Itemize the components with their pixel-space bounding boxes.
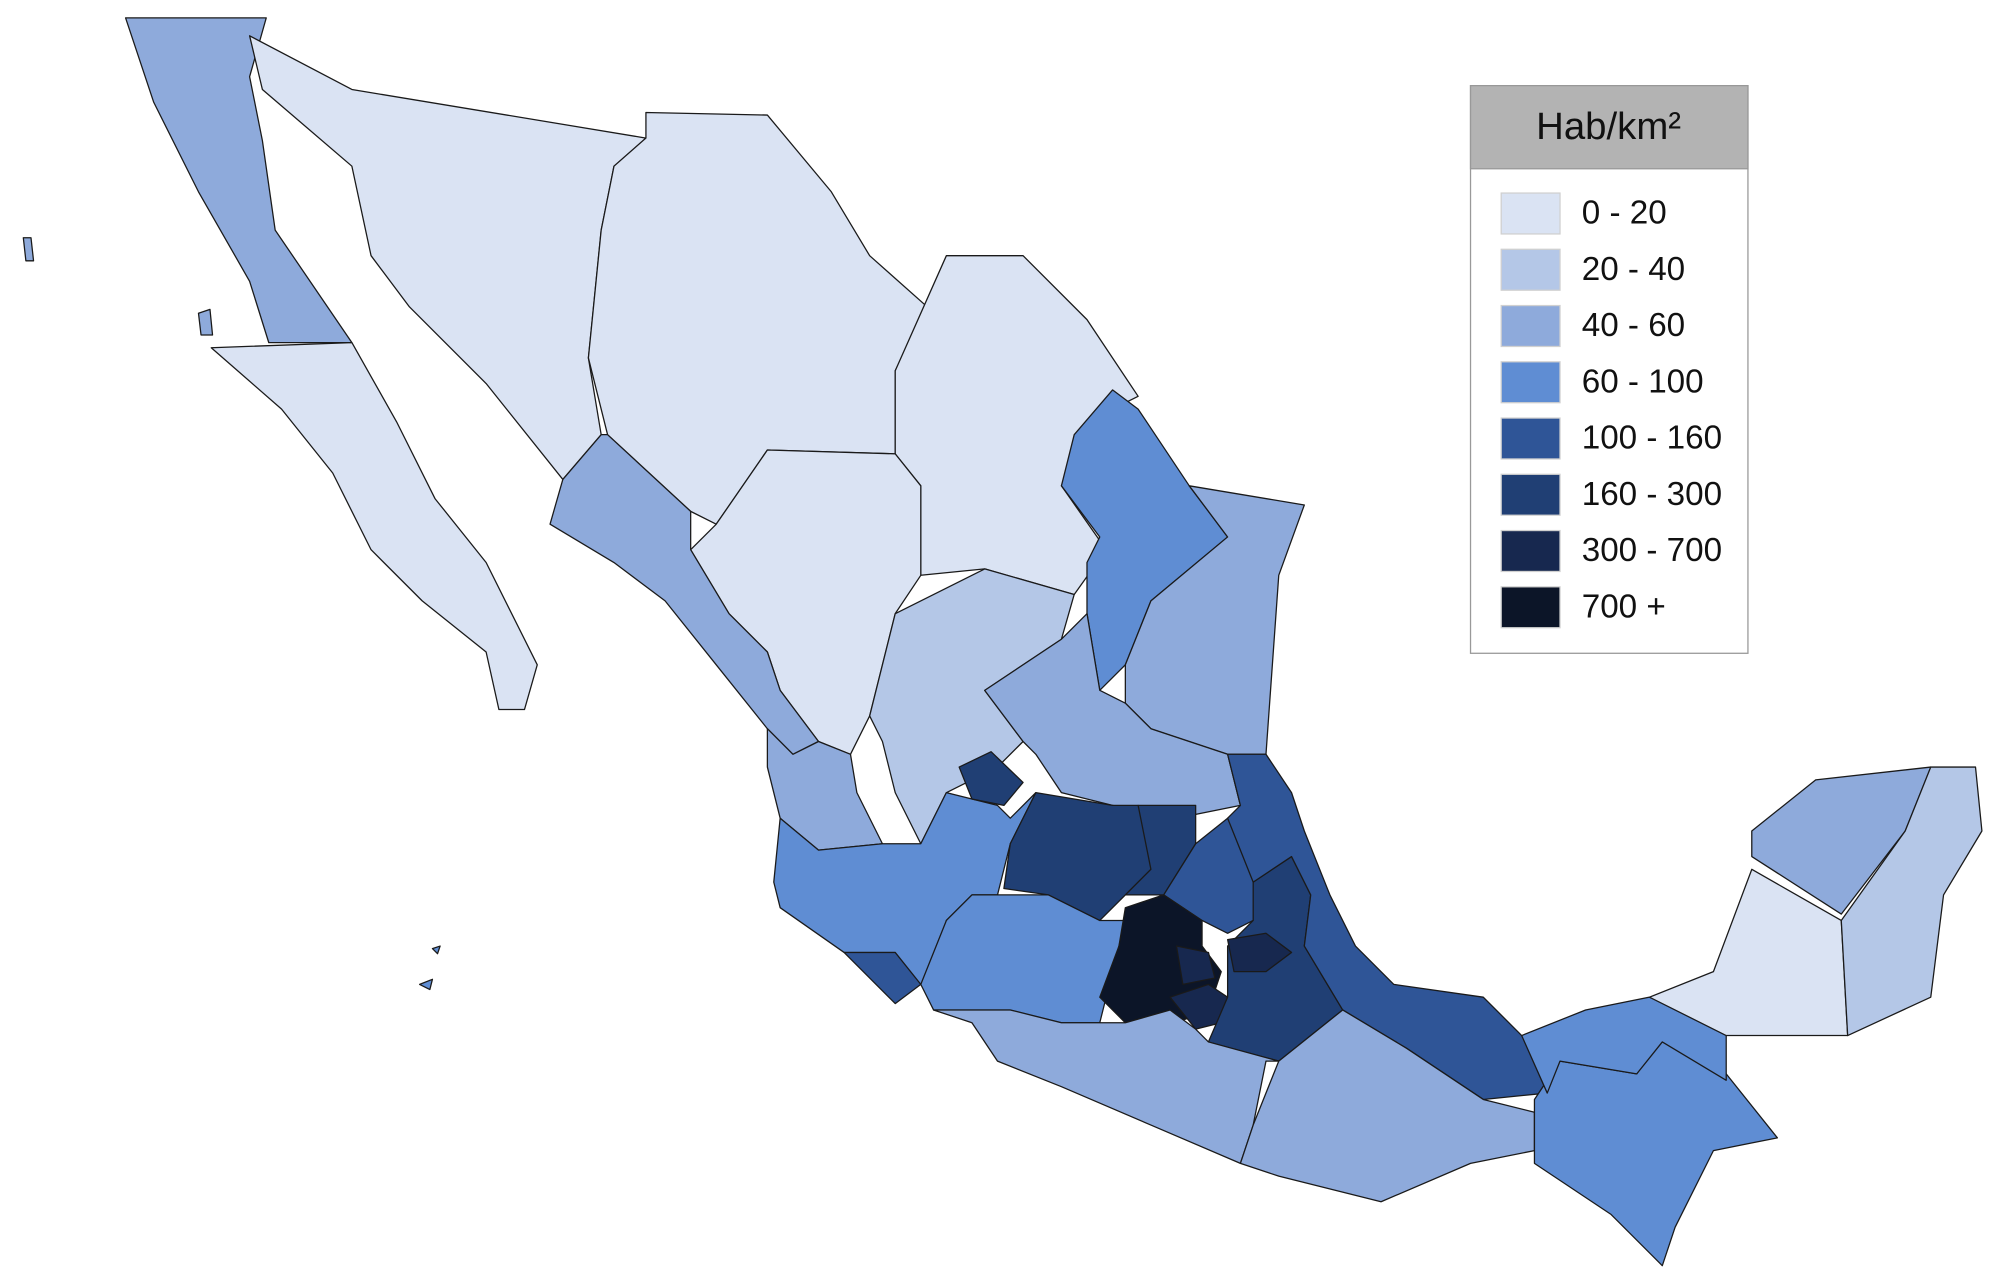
state-region xyxy=(210,341,538,711)
legend-label: 160 - 300 xyxy=(1582,476,1722,513)
state-region xyxy=(124,17,353,344)
legend-swatch xyxy=(1500,473,1561,516)
state-region xyxy=(1239,1009,1536,1203)
state-region xyxy=(1226,753,1548,1101)
states xyxy=(22,17,1983,1267)
legend-label: 40 - 60 xyxy=(1582,307,1685,344)
island xyxy=(419,978,434,991)
legend-swatch xyxy=(1500,529,1561,573)
state-region xyxy=(1840,766,1983,1037)
island xyxy=(431,945,441,955)
legend-label: 0 - 20 xyxy=(1582,195,1667,232)
legend-label: 20 - 40 xyxy=(1582,251,1685,288)
island xyxy=(22,237,35,262)
state-region xyxy=(932,1009,1280,1165)
legend-swatch xyxy=(1500,248,1561,291)
legend-label: 700 + xyxy=(1582,588,1666,625)
island xyxy=(197,308,214,336)
state-region xyxy=(766,728,884,851)
state-region xyxy=(1175,945,1216,986)
state-region xyxy=(773,791,1037,986)
legend: Hab/km² 0 - 20 20 - 40 40 - 60 60 - 100 100 … xyxy=(1469,85,1749,654)
legend-swatch xyxy=(1500,304,1561,348)
state-region xyxy=(1533,1034,1778,1267)
state-region xyxy=(958,751,1024,807)
legend-label: 100 - 160 xyxy=(1582,420,1722,457)
legend-label: 60 - 100 xyxy=(1582,363,1704,400)
state-region xyxy=(1521,996,1727,1094)
legend-header xyxy=(1469,85,1749,170)
legend-swatch xyxy=(1500,417,1561,460)
legend-label: 300 - 700 xyxy=(1582,532,1722,569)
legend-swatch xyxy=(1500,361,1561,404)
legend-title: Hab/km² xyxy=(1536,105,1681,148)
legend-swatch xyxy=(1500,192,1561,235)
legend-swatch xyxy=(1500,586,1561,629)
state-region xyxy=(1226,932,1293,973)
